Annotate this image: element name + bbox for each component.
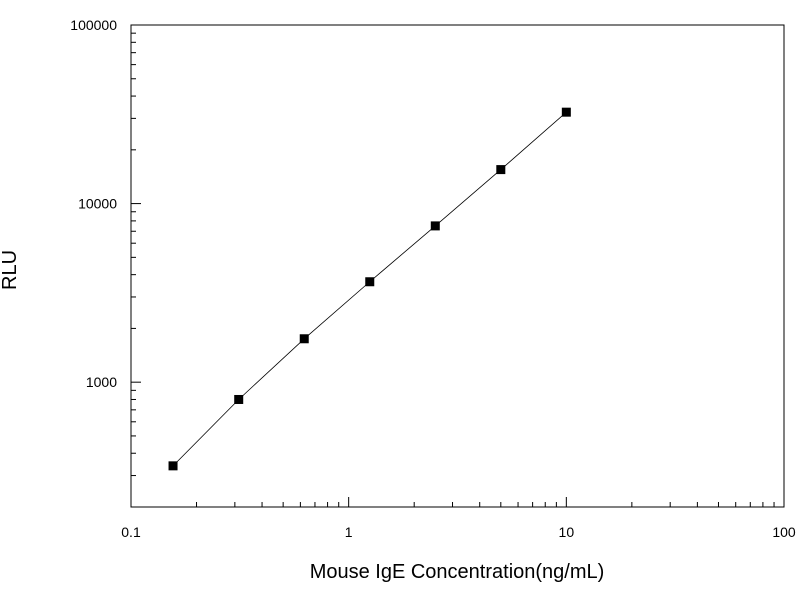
y-tick-label: 10000 [78,196,117,212]
y-tick-label: 1000 [86,374,117,390]
y-axis-ticks [131,24,141,508]
data-point [496,165,506,175]
data-point [234,394,244,404]
y-axis-title: RLU [0,250,21,290]
data-point [168,461,178,471]
data-point [430,221,440,231]
x-tick-label: 10 [559,524,575,540]
series-layer [168,107,571,471]
plot-area [130,24,785,508]
x-tick-label: 1 [345,524,353,540]
data-point [365,277,375,287]
y-axis-tick-labels: 1000 10000 100000 [70,17,117,390]
y-tick-label: 100000 [70,17,117,33]
fit-line [172,111,567,467]
x-axis-tick-labels: 0.1 1 10 100 [121,524,796,540]
x-tick-label: 0.1 [121,524,141,540]
x-tick-label: 100 [772,524,796,540]
data-point [561,107,571,117]
x-axis-title: Mouse IgE Concentration(ng/mL) [310,561,605,583]
plot-frame [130,24,785,508]
x-axis-ticks [130,497,785,507]
data-point [299,334,309,344]
